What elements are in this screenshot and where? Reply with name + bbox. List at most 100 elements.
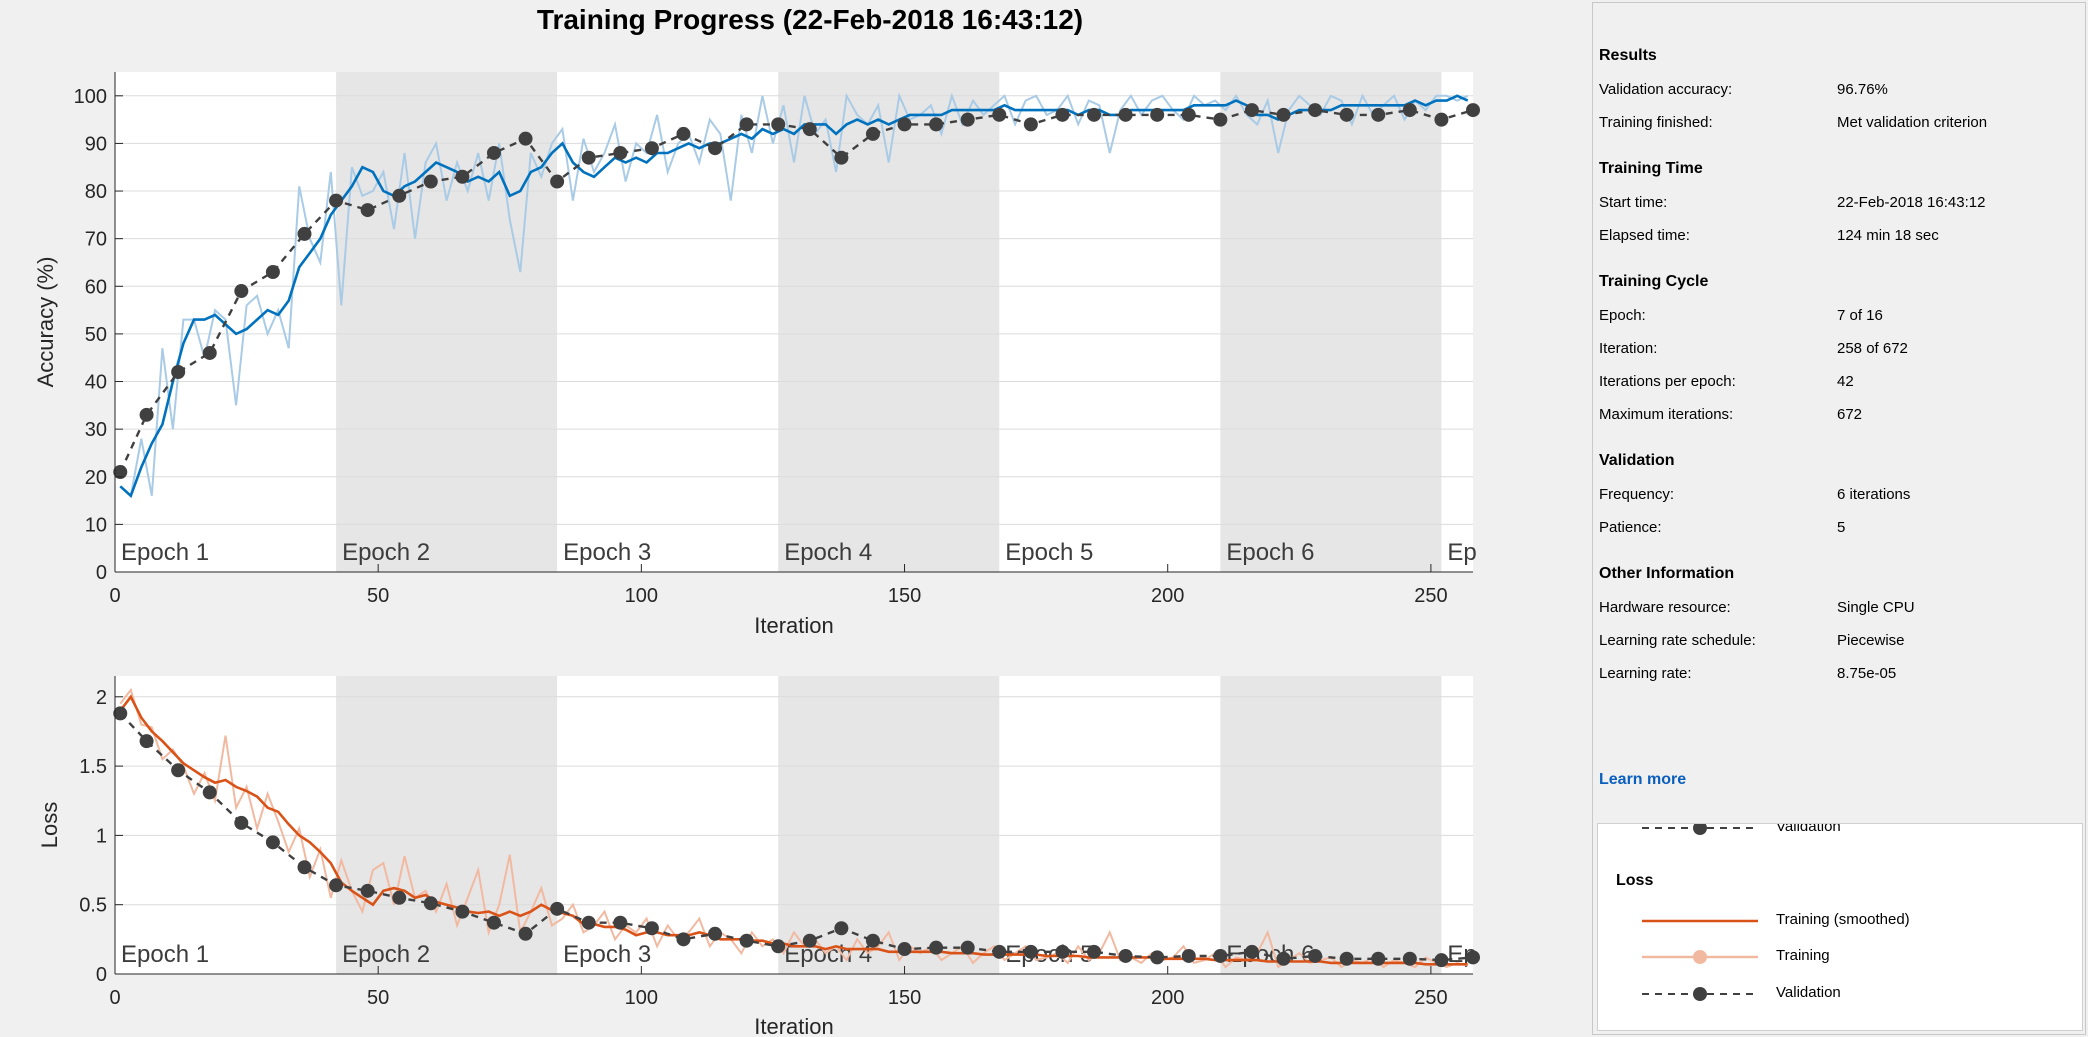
section-heading: Results [1599, 47, 1657, 64]
epoch-label: Ep [1447, 539, 1476, 566]
validation-point [1434, 112, 1449, 127]
epoch-label: Epoch 2 [342, 941, 430, 968]
validation-point [550, 901, 565, 916]
info-value: Met validation criterion [1837, 114, 1988, 131]
validation-point [1181, 107, 1196, 122]
validation-point [486, 145, 501, 160]
x-tick-label: 0 [109, 987, 120, 1009]
validation-point [1150, 950, 1165, 965]
validation-line [119, 712, 1474, 962]
charts-area: Epoch 1 Epoch 2 Epoch 3 Epoch 4 Epoch 5 Epoch… [33, 72, 1480, 1037]
validation-point [739, 933, 754, 948]
validation-point [1371, 107, 1386, 122]
validation-point [1308, 948, 1323, 963]
epoch-band [1220, 72, 1442, 572]
y-tick-label: 0 [96, 964, 107, 986]
x-tick-label: 150 [888, 987, 921, 1009]
info-label: Epoch: [1599, 307, 1646, 324]
validation-point [1023, 944, 1038, 959]
validation-point [644, 921, 659, 936]
y-tick-label: 100 [74, 86, 107, 108]
training-raw-line [119, 92, 1469, 498]
validation-point [1466, 950, 1480, 965]
y-tick-label: 40 [85, 372, 107, 394]
epoch-label: Epoch 5 [1005, 539, 1093, 566]
section-heading: Other Information [1599, 565, 1735, 582]
y-tick-label: 30 [85, 419, 107, 441]
validation-point [1118, 948, 1133, 963]
validation-point [360, 883, 375, 898]
validation-point [1244, 944, 1259, 959]
epoch-label: Epoch 1 [121, 539, 209, 566]
validation-point [960, 940, 975, 955]
x-tick-label: 150 [888, 585, 921, 607]
validation-point [518, 131, 533, 146]
legend-validation-swatch-marker [1693, 987, 1707, 1001]
validation-point [771, 117, 786, 132]
learn-more-link[interactable]: Learn more [1599, 771, 1687, 788]
validation-point [992, 107, 1007, 122]
validation-point [392, 188, 407, 203]
training-smoothed-line [119, 694, 1468, 966]
info-label: Learning rate: [1599, 665, 1692, 682]
validation-point [171, 763, 186, 778]
epoch-band [336, 72, 558, 572]
info-label: Maximum iterations: [1599, 406, 1734, 423]
validation-point [202, 345, 217, 360]
validation-point [1055, 107, 1070, 122]
legend-smoothed-label: Training (smoothed) [1776, 911, 1910, 928]
validation-point [113, 706, 128, 721]
validation-point [897, 942, 912, 957]
validation-point [676, 932, 691, 947]
legend-validation-top-label: Validation [1776, 823, 1841, 835]
x-tick-label: 200 [1151, 987, 1184, 1009]
validation-point [297, 860, 312, 875]
info-label: Iteration: [1599, 340, 1658, 357]
epoch-label: Epoch 6 [1226, 539, 1314, 566]
legend-box[interactable]: Validation Loss Training (smoothed) Trainin… [1597, 823, 2083, 1031]
validation-point [581, 915, 596, 930]
validation-point [1213, 948, 1228, 963]
info-panel: Results Validation accuracy: 96.76% Trainin… [1592, 2, 2086, 1035]
validation-point [550, 174, 565, 189]
validation-point [581, 150, 596, 165]
x-tick-label: 50 [367, 987, 389, 1009]
x-tick-label: 250 [1414, 987, 1447, 1009]
validation-point [1308, 103, 1323, 118]
info-label: Start time: [1599, 194, 1668, 211]
info-label: Frequency: [1599, 486, 1675, 503]
info-value: Piecewise [1837, 632, 1905, 649]
validation-point [1087, 107, 1102, 122]
chart-title: Training Progress (22-Feb-2018 16:43:12) [536, 4, 1084, 35]
y-tick-label: 0.5 [79, 895, 107, 917]
y-tick-label: 80 [85, 181, 107, 203]
validation-point [486, 915, 501, 930]
validation-point [929, 940, 944, 955]
validation-point [676, 126, 691, 141]
legend-swatches [1642, 824, 1758, 1001]
epoch-label: Epoch 2 [342, 539, 430, 566]
section-heading: Training Cycle [1599, 273, 1709, 290]
validation-point [613, 915, 628, 930]
legend-validation-label: Validation [1776, 984, 1841, 1001]
validation-point [771, 939, 786, 954]
x-tick-label: 50 [367, 585, 389, 607]
validation-point [644, 141, 659, 156]
epoch-band [1220, 676, 1442, 974]
validation-point [992, 944, 1007, 959]
validation-point [1371, 951, 1386, 966]
legend-raw-swatch-marker [1693, 950, 1707, 964]
epoch-label: Epoch 4 [784, 539, 872, 566]
validation-point [202, 785, 217, 800]
validation-point [929, 117, 944, 132]
legend-validation-top-swatch-marker [1693, 824, 1707, 835]
validation-point [1339, 951, 1354, 966]
validation-point [1402, 103, 1417, 118]
y-tick-label: 10 [85, 514, 107, 536]
validation-point [1118, 107, 1133, 122]
info-value: Single CPU [1837, 599, 1915, 616]
validation-point [613, 145, 628, 160]
info-label: Learning rate schedule: [1599, 632, 1756, 649]
epoch-band [778, 72, 1000, 572]
validation-point [329, 193, 344, 208]
